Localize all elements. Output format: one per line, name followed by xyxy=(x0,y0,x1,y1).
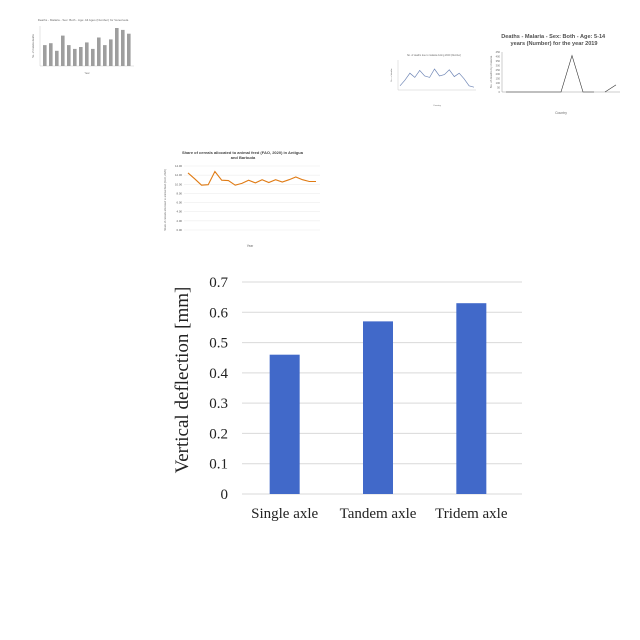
main-y-tick: 0.7 xyxy=(209,275,228,291)
thumb-bar xyxy=(85,42,89,66)
thumb-bar xyxy=(91,48,95,66)
thumb-malaria-tick: 0 xyxy=(499,90,501,94)
thumb-cereals-series xyxy=(187,170,316,186)
thumb-bar-xlabel: Year xyxy=(84,72,89,75)
thumb-malaria-tick: 350 xyxy=(496,59,501,63)
main-y-tick: 0.4 xyxy=(209,366,228,382)
thumb-bar xyxy=(121,29,125,66)
thumb-bar xyxy=(115,28,119,66)
thumb-malaria-svg: Deaths - Malaria - Sex: Both - Age: 5-14… xyxy=(489,34,620,115)
main-x-tick-labels: Single axle Tandem axle Tridem axle xyxy=(251,506,508,522)
thumb-line-ylabel: No. of deaths xyxy=(390,68,393,82)
thumb-malaria-xlabel: Country xyxy=(555,111,567,115)
thumb-bar xyxy=(127,33,131,66)
thumb-bar xyxy=(97,37,101,66)
main-y-tick: 0.5 xyxy=(209,336,228,352)
thumb-bar-group xyxy=(43,28,131,66)
thumb-cereals-svg: Share of cereals allocated to animal fee… xyxy=(163,150,320,248)
main-x-tick: Single axle xyxy=(251,506,318,522)
main-y-tick: 0.1 xyxy=(209,457,228,473)
thumb-cereals-tick: 8.00 xyxy=(177,191,183,195)
main-x-tick: Tridem axle xyxy=(435,506,508,522)
thumb-bar xyxy=(103,45,107,66)
thumb-malaria-line xyxy=(604,84,617,93)
thumb-bar xyxy=(79,47,83,66)
main-y-tick: 0.3 xyxy=(209,396,228,412)
thumb-malaria-ylabel: No. of deaths by malaria xyxy=(489,55,493,88)
thumb-malaria-tick: 450 xyxy=(496,50,501,54)
thumb-malaria-line xyxy=(506,54,594,93)
thumb-bar-ylabel: No. of malaria deaths xyxy=(32,33,35,58)
thumb-line-series xyxy=(399,68,475,88)
thumb-cereals-tick: 14.00 xyxy=(175,164,182,168)
main-bar-chart: 0 0.1 0.2 0.3 0.4 0.5 0.6 0.7 Single axle Tandem… xyxy=(160,262,530,532)
thumb-line-svg: No. of deaths due to malaria during 2020… xyxy=(390,54,476,107)
main-y-axis-label: Vertical deflection [mm] xyxy=(172,287,193,474)
main-bars xyxy=(269,303,487,494)
thumb-cereals-tick: 6.00 xyxy=(177,201,183,205)
thumbnail-cereals-chart: Share of cereals allocated to animal fee… xyxy=(160,148,326,250)
thumbnail-line-chart: No. of deaths due to malaria during 2020… xyxy=(388,50,480,110)
thumb-cereals-tick: 10.00 xyxy=(175,182,182,186)
thumb-line-xlabel: Country xyxy=(433,104,442,107)
main-chart-svg: 0 0.1 0.2 0.3 0.4 0.5 0.6 0.7 Single axle Tandem… xyxy=(172,275,522,522)
thumb-cereals-xlabel: Year xyxy=(247,244,254,248)
main-bar xyxy=(363,321,393,494)
thumb-line-title: No. of deaths due to malaria during 2020… xyxy=(407,54,461,57)
thumb-cereals-tick: 0.00 xyxy=(177,228,183,232)
thumb-bar xyxy=(109,39,113,66)
thumb-cereals-tick: 2.00 xyxy=(177,219,183,223)
main-bar xyxy=(269,354,300,494)
thumb-cereals-ylabel: Share of cereals allocated to animal fee… xyxy=(163,169,167,231)
thumb-bar xyxy=(73,48,77,66)
main-y-tick-labels: 0 0.1 0.2 0.3 0.4 0.5 0.6 0.7 xyxy=(209,275,228,503)
thumb-cereals-grid: 14.00 12.00 10.00 8.00 6.00 4.00 2.00 0.00 xyxy=(175,164,320,232)
thumb-malaria-tick: 200 xyxy=(496,72,501,76)
thumb-malaria-tick: 400 xyxy=(496,54,501,58)
main-y-tick: 0.2 xyxy=(209,426,228,442)
thumb-cereals-tick: 12.00 xyxy=(175,173,182,177)
thumb-malaria-tick: 250 xyxy=(496,68,501,72)
thumb-bar xyxy=(61,35,65,66)
thumbnail-malaria-2019-chart: Deaths - Malaria - Sex: Both - Age: 5-14… xyxy=(484,30,624,118)
thumb-bar xyxy=(55,50,59,66)
thumb-malaria-series xyxy=(506,54,617,93)
main-x-tick: Tandem axle xyxy=(340,506,417,522)
thumb-malaria-title: Deaths - Malaria - Sex: Both - Age: 5-14… xyxy=(501,34,606,47)
thumb-bar xyxy=(43,45,47,66)
thumb-bar-svg: Deaths - Malaria - Sex: Both - Age: All … xyxy=(32,18,134,75)
thumb-malaria-tick: 300 xyxy=(496,63,501,67)
thumbnail-malaria-bar-chart: Deaths - Malaria - Sex: Both - Age: All … xyxy=(28,16,138,78)
thumb-bar xyxy=(67,45,71,66)
thumb-malaria-tick: 100 xyxy=(496,81,501,85)
thumb-malaria-tick: 150 xyxy=(496,77,501,81)
thumb-cereals-tick: 4.00 xyxy=(177,210,183,214)
thumb-bar-title: Deaths - Malaria - Sex: Both - Age: All … xyxy=(38,18,129,22)
main-y-tick: 0 xyxy=(221,487,229,503)
main-y-tick: 0.6 xyxy=(209,305,228,321)
main-bar xyxy=(456,303,487,494)
thumb-cereals-title: Share of cereals allocated to animal fee… xyxy=(182,150,304,160)
thumb-bar xyxy=(49,43,53,66)
thumb-malaria-tick: 50 xyxy=(497,86,500,90)
